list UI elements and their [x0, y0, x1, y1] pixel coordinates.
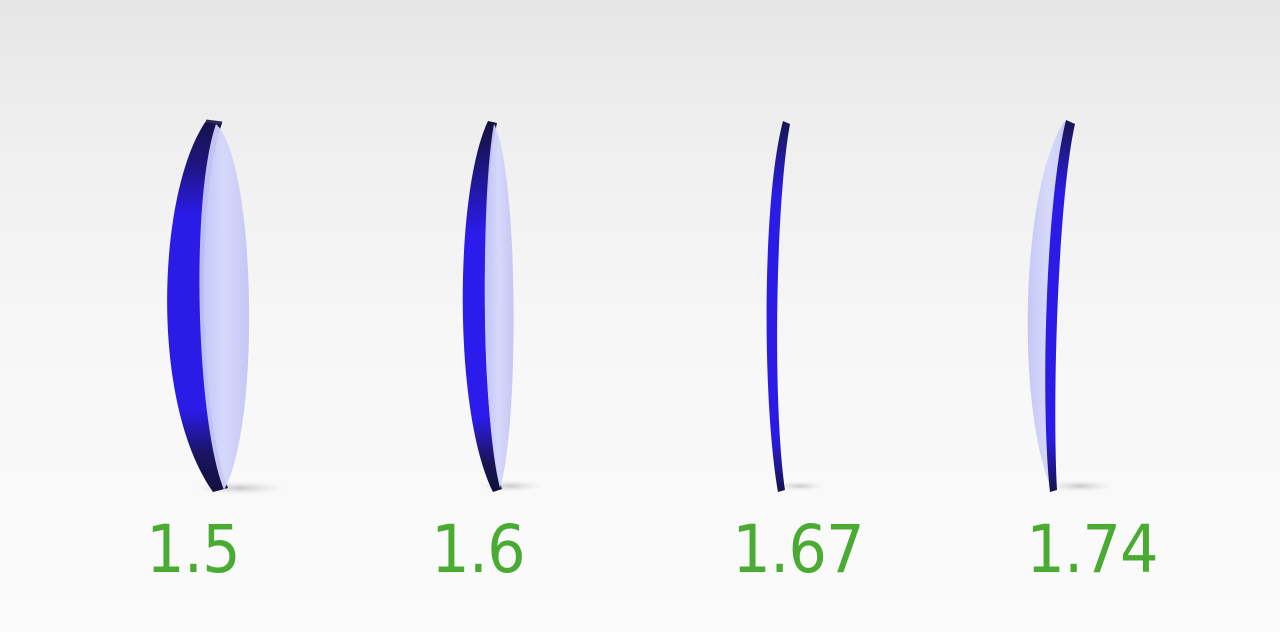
- lens-1-6: [462, 121, 542, 492]
- lens-edge: [1045, 120, 1075, 492]
- lens-face: [484, 124, 514, 488]
- lens-shadow: [776, 481, 824, 491]
- lens-rim: [205, 119, 223, 125]
- lens-edge: [766, 121, 790, 492]
- lens-index-label: 1.74: [1026, 511, 1158, 588]
- lens-index-label: 1.6: [431, 511, 526, 588]
- lens-edge: [462, 121, 502, 492]
- lens-shadow: [1046, 480, 1114, 492]
- lens-1-5: [167, 119, 285, 495]
- lens-1-74: [1027, 120, 1114, 492]
- lens-shadow: [478, 480, 542, 492]
- lens-1-67: [766, 121, 824, 492]
- lens-index-label: 1.67: [732, 511, 864, 588]
- lens-edge: [167, 121, 228, 492]
- lens-face: [199, 124, 250, 490]
- lens-index-label: 1.5: [146, 511, 241, 588]
